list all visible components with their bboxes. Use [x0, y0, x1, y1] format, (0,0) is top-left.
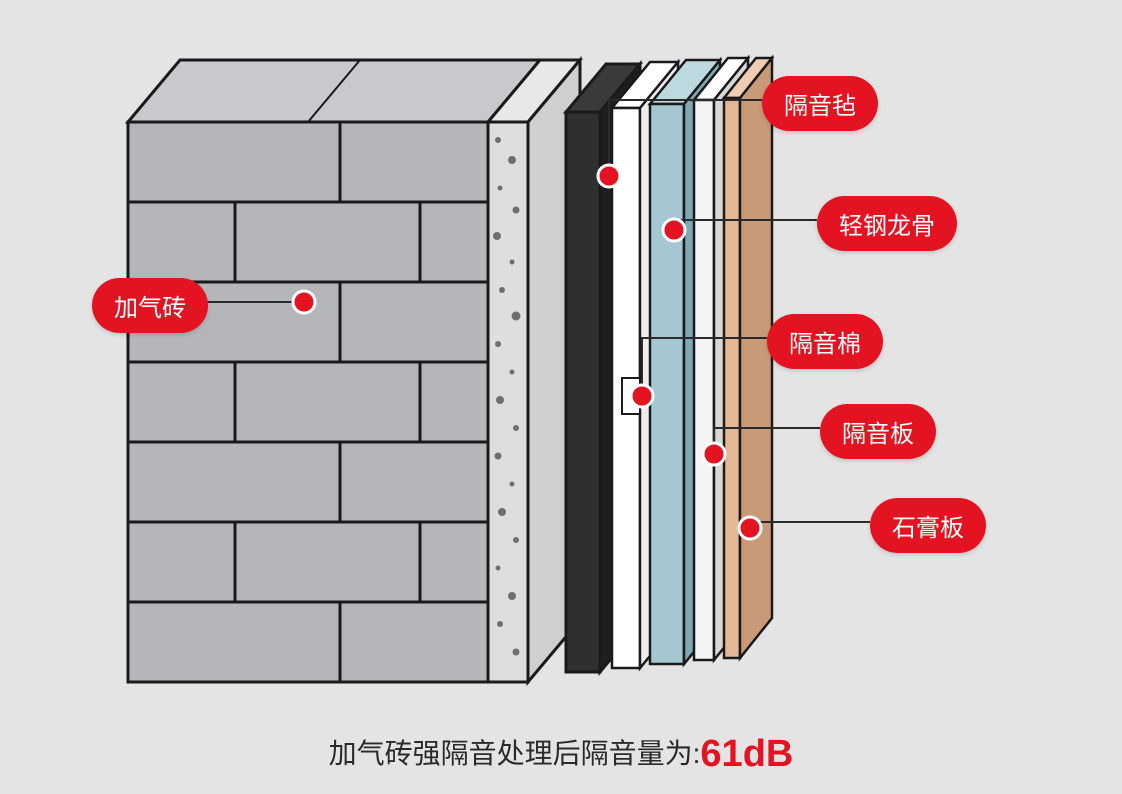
caption: 加气砖强隔音处理后隔音量为:61dB	[0, 732, 1122, 776]
label-brick: 加气砖	[92, 278, 208, 333]
layer-gypsum	[724, 58, 772, 658]
wall-section-diagram	[0, 0, 1122, 794]
layer-brick	[128, 60, 540, 682]
label-stud-text: 轻钢龙骨	[839, 213, 935, 240]
label-felt-text: 隔音毡	[784, 93, 856, 120]
label-board: 隔音板	[820, 404, 936, 459]
caption-prefix: 加气砖强隔音处理后隔音量为:	[329, 738, 701, 769]
label-stud: 轻钢龙骨	[817, 196, 957, 251]
label-gypsum: 石膏板	[870, 498, 986, 553]
caption-value: 61dB	[700, 733, 793, 775]
label-cotton-text: 隔音棉	[789, 331, 861, 358]
label-felt: 隔音毡	[762, 76, 878, 131]
label-board-text: 隔音板	[842, 421, 914, 448]
label-gypsum-text: 石膏板	[892, 515, 964, 542]
label-brick-text: 加气砖	[114, 295, 186, 322]
label-cotton: 隔音棉	[767, 314, 883, 369]
